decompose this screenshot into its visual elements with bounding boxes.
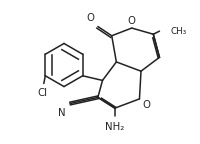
Text: N: N — [58, 108, 66, 118]
Text: O: O — [87, 13, 95, 23]
Text: O: O — [128, 16, 136, 26]
Text: Cl: Cl — [37, 88, 47, 98]
Text: NH₂: NH₂ — [105, 122, 124, 132]
Text: CH₃: CH₃ — [170, 27, 187, 36]
Text: O: O — [143, 101, 151, 110]
